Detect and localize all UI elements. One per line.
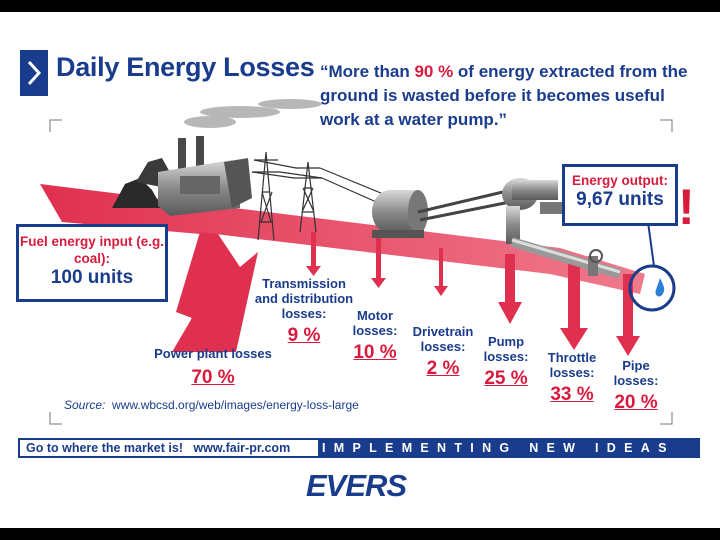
loss-value: 20 % [614,392,658,413]
smoke-icon [184,99,322,128]
footer-tagline: IMPLEMENTING NEW IDEAS [322,441,675,455]
source-label: Source: [64,398,106,412]
quote-part-2: of energy extracted from the ground is w… [320,62,688,129]
electric-motor-icon [372,186,521,238]
loss-value: 25 % [484,368,528,389]
loss-drivetrain: Drivetrain losses: 2 % [408,324,478,380]
infographic-slide: Daily Energy Losses “More than 90 % of e… [0,12,720,528]
evers-logo: EVERS [306,468,407,503]
water-pump-icon [502,178,566,244]
energy-output-box: Energy output: 9,67 units [562,164,678,226]
fuel-input-box: Fuel energy input (e.g. coal): 100 units [16,224,168,302]
energy-flow-band [40,184,645,350]
loss-pipe: Pipe losses: 20 % [608,358,664,414]
loss-label: Power plant losses [154,346,272,361]
loss-throttle: Throttle losses: 33 % [542,350,602,406]
loss-value: 9 % [287,325,321,346]
loss-label: Drivetrain losses: [412,324,474,354]
energy-output-label: Energy output: [572,173,668,188]
loss-label: Transmission and distribution losses: [254,276,354,321]
water-drop-icon [655,278,665,297]
page-title: Daily Energy Losses [56,52,315,82]
headline-quote: “More than 90 % of energy extracted from… [320,60,690,132]
quote-highlight: 90 % [414,62,454,81]
output-highlight-circle [628,264,676,312]
loss-value: 33 % [550,384,594,405]
loss-value: 10 % [353,342,397,363]
loss-arrows [306,232,640,356]
energy-output-value: 9,67 units [576,189,664,210]
loss-value: 70 % [191,367,235,388]
pipe-icon [510,237,622,279]
loss-label: Pump losses: [483,334,529,364]
exclamation-mark-icon: ! [678,179,695,235]
power-plant-loss-arrow [172,232,258,352]
energy-flow-diagram [40,99,676,425]
loss-label: Motor losses: [352,308,398,338]
footer-slogan: Go to where the market is! [26,441,183,455]
loss-power-plant: Power plant losses 70 % [148,346,278,389]
loss-transmission: Transmission and distribution losses: 9 … [250,276,358,347]
output-connector-line [647,221,655,267]
transmission-tower-icon [251,151,391,241]
fuel-input-label: Fuel energy input (e.g. coal): [19,234,164,266]
loss-motor: Motor losses: 10 % [350,308,400,364]
loss-value: 2 % [426,358,460,379]
loss-pump: Pump losses: 25 % [478,334,534,390]
source-line: Source: www.wbcsd.org/web/images/energy-… [64,398,359,412]
fuel-input-value: 100 units [50,267,134,288]
footer-promo: Go to where the market is! www.fair-pr.c… [20,440,318,456]
power-plant-icon [158,136,252,216]
loss-label: Throttle losses: [547,350,597,380]
footer-link[interactable]: www.fair-pr.com [193,441,291,455]
source-url[interactable]: www.wbcsd.org/web/images/energy-loss-lar… [112,398,359,412]
corner-brackets [49,119,673,425]
quote-part-1: “More than [320,62,415,81]
loss-label: Pipe losses: [613,358,659,388]
chevron-right-icon [20,50,48,96]
